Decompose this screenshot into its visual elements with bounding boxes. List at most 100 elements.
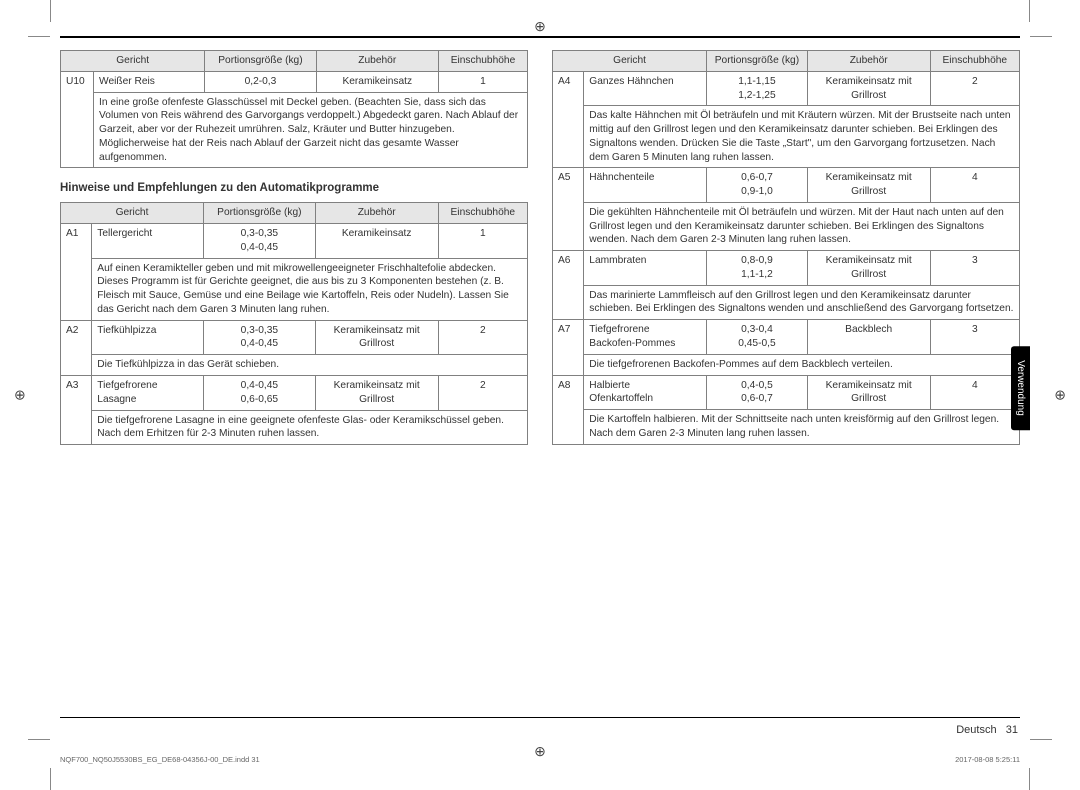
th-dish: Gericht bbox=[553, 51, 707, 72]
crop-mark bbox=[28, 739, 50, 740]
page-frame: Gericht Portionsgröße (kg) Zubehör Einsc… bbox=[50, 36, 1030, 740]
crop-mark bbox=[50, 768, 51, 790]
table-row: A6Lammbraten0,8-0,91,1-1,2Keramikeinsatz… bbox=[553, 251, 1020, 286]
cell-size: 1,1-1,151,2-1,25 bbox=[707, 71, 808, 106]
cell-description: Das marinierte Lammfleisch auf den Grill… bbox=[584, 285, 1020, 320]
cell-accessory: Keramikeinsatz mitGrillrost bbox=[807, 375, 930, 410]
section-tab: Verwendung bbox=[1011, 346, 1030, 430]
cell-size: 0,4-0,50,6-0,7 bbox=[707, 375, 808, 410]
table-desc-row: In eine große ofenfeste Glasschüssel mit… bbox=[61, 92, 528, 168]
page-number: Deutsch 31 bbox=[956, 724, 1018, 736]
cell-level: 1 bbox=[438, 71, 527, 92]
cell-description: Das kalte Hähnchen mit Öl beträufeln und… bbox=[584, 106, 1020, 168]
table-row: A2Tiefkühlpizza0,3-0,350,4-0,45Keramikei… bbox=[61, 320, 528, 355]
section-title: Hinweise und Empfehlungen zu den Automat… bbox=[60, 182, 528, 194]
table-row: A5Hähnchenteile0,6-0,70,9-1,0Keramikeins… bbox=[553, 168, 1020, 203]
table-desc-row: Die Kartoffeln halbieren. Mit der Schnit… bbox=[553, 410, 1020, 445]
th-lvl: Einschubhöhe bbox=[930, 51, 1019, 72]
left-column: Gericht Portionsgröße (kg) Zubehör Einsc… bbox=[60, 50, 528, 445]
cell-size: 0,6-0,70,9-1,0 bbox=[707, 168, 808, 203]
cell-code: U10 bbox=[61, 71, 94, 168]
cell-accessory: Keramikeinsatz bbox=[315, 224, 438, 259]
cell-dish: Tiefkühlpizza bbox=[92, 320, 204, 355]
top-rule bbox=[60, 36, 1020, 38]
cell-size: 0,8-0,91,1-1,2 bbox=[707, 251, 808, 286]
table-desc-row: Die gekühlten Hähnchenteile mit Öl beträ… bbox=[553, 202, 1020, 250]
th-dish: Gericht bbox=[61, 51, 205, 72]
cell-accessory: Keramikeinsatz mitGrillrost bbox=[807, 71, 930, 106]
right-column: Gericht Portionsgröße (kg) Zubehör Einsc… bbox=[552, 50, 1020, 445]
crop-mark bbox=[28, 36, 50, 37]
cell-size: 0,3-0,350,4-0,45 bbox=[204, 320, 316, 355]
reg-mark-right-icon: ⊕ bbox=[1054, 387, 1066, 404]
footer-rule bbox=[60, 717, 1020, 718]
cell-accessory: Keramikeinsatz mitGrillrost bbox=[807, 168, 930, 203]
cell-accessory: Keramikeinsatz mitGrillrost bbox=[315, 376, 438, 411]
cell-accessory: Keramikeinsatz mitGrillrost bbox=[807, 251, 930, 286]
cell-description: Die Tiefkühlpizza in das Gerät schieben. bbox=[92, 355, 528, 376]
table-header-row: Gericht Portionsgröße (kg) Zubehör Einsc… bbox=[553, 51, 1020, 72]
cell-code: A1 bbox=[61, 224, 92, 321]
cell-dish: TiefgefroreneBackofen-Pommes bbox=[584, 320, 707, 355]
th-size: Portionsgröße (kg) bbox=[707, 51, 808, 72]
table-row: U10Weißer Reis0,2-0,3Keramikeinsatz1 bbox=[61, 71, 528, 92]
th-acc: Zubehör bbox=[315, 203, 438, 224]
cell-code: A8 bbox=[553, 375, 584, 444]
table-a-right: Gericht Portionsgröße (kg) Zubehör Einsc… bbox=[552, 50, 1020, 445]
crop-mark bbox=[1030, 739, 1052, 740]
table-header-row: Gericht Portionsgröße (kg) Zubehör Einsc… bbox=[61, 203, 528, 224]
cell-dish: Weißer Reis bbox=[94, 71, 205, 92]
cell-dish: Ganzes Hähnchen bbox=[584, 71, 707, 106]
table-desc-row: Die tiefgefrorenen Backofen-Pommes auf d… bbox=[553, 354, 1020, 375]
th-dish: Gericht bbox=[61, 203, 204, 224]
imprint-left: NQF700_NQ50J5530BS_EG_DE68-04356J-00_DE.… bbox=[60, 755, 260, 764]
crop-mark bbox=[1029, 768, 1030, 790]
cell-description: Die Kartoffeln halbieren. Mit der Schnit… bbox=[584, 410, 1020, 445]
reg-mark-left-icon: ⊕ bbox=[14, 387, 26, 404]
reg-mark-top-icon: ⊕ bbox=[534, 18, 546, 35]
table-desc-row: Das marinierte Lammfleisch auf den Grill… bbox=[553, 285, 1020, 320]
cell-level: 1 bbox=[438, 224, 527, 259]
cell-description: Auf einen Keramikteller geben und mit mi… bbox=[92, 258, 528, 320]
cell-accessory: Backblech bbox=[807, 320, 930, 355]
cell-code: A6 bbox=[553, 251, 584, 320]
crop-mark bbox=[1030, 36, 1052, 37]
imprint-right: 2017-08-08 5:25:11 bbox=[955, 755, 1020, 764]
cell-code: A2 bbox=[61, 320, 92, 375]
cell-accessory: Keramikeinsatz bbox=[316, 71, 438, 92]
table-desc-row: Auf einen Keramikteller geben und mit mi… bbox=[61, 258, 528, 320]
table-row: A1Tellergericht0,3-0,350,4-0,45Keramikei… bbox=[61, 224, 528, 259]
cell-dish: Hähnchenteile bbox=[584, 168, 707, 203]
cell-size: 0,2-0,3 bbox=[205, 71, 316, 92]
cell-size: 0,3-0,350,4-0,45 bbox=[204, 224, 316, 259]
crop-mark bbox=[50, 0, 51, 22]
cell-description: Die tiefgefrorene Lasagne in eine geeign… bbox=[92, 410, 528, 445]
cell-description: Die tiefgefrorenen Backofen-Pommes auf d… bbox=[584, 354, 1020, 375]
cell-dish: Lammbraten bbox=[584, 251, 707, 286]
table-u: Gericht Portionsgröße (kg) Zubehör Einsc… bbox=[60, 50, 528, 168]
table-header-row: Gericht Portionsgröße (kg) Zubehör Einsc… bbox=[61, 51, 528, 72]
cell-code: A7 bbox=[553, 320, 584, 375]
cell-size: 0,4-0,450,6-0,65 bbox=[204, 376, 316, 411]
cell-level: 3 bbox=[930, 320, 1019, 355]
th-acc: Zubehör bbox=[316, 51, 438, 72]
cell-description: In eine große ofenfeste Glasschüssel mit… bbox=[94, 92, 528, 168]
crop-mark bbox=[1029, 0, 1030, 22]
cell-accessory: Keramikeinsatz mitGrillrost bbox=[315, 320, 438, 355]
table-desc-row: Die tiefgefrorene Lasagne in eine geeign… bbox=[61, 410, 528, 445]
imprint-row: NQF700_NQ50J5530BS_EG_DE68-04356J-00_DE.… bbox=[60, 755, 1020, 764]
cell-code: A3 bbox=[61, 376, 92, 445]
cell-dish: HalbierteOfenkartoffeln bbox=[584, 375, 707, 410]
table-desc-row: Das kalte Hähnchen mit Öl beträufeln und… bbox=[553, 106, 1020, 168]
cell-level: 2 bbox=[438, 376, 527, 411]
th-acc: Zubehör bbox=[807, 51, 930, 72]
table-desc-row: Die Tiefkühlpizza in das Gerät schieben. bbox=[61, 355, 528, 376]
cell-dish: Tellergericht bbox=[92, 224, 204, 259]
cell-level: 4 bbox=[930, 375, 1019, 410]
cell-code: A4 bbox=[553, 71, 584, 168]
cell-level: 3 bbox=[930, 251, 1019, 286]
table-row: A4Ganzes Hähnchen1,1-1,151,2-1,25Keramik… bbox=[553, 71, 1020, 106]
footer-page: 31 bbox=[1006, 724, 1018, 736]
th-lvl: Einschubhöhe bbox=[438, 51, 527, 72]
cell-level: 2 bbox=[438, 320, 527, 355]
